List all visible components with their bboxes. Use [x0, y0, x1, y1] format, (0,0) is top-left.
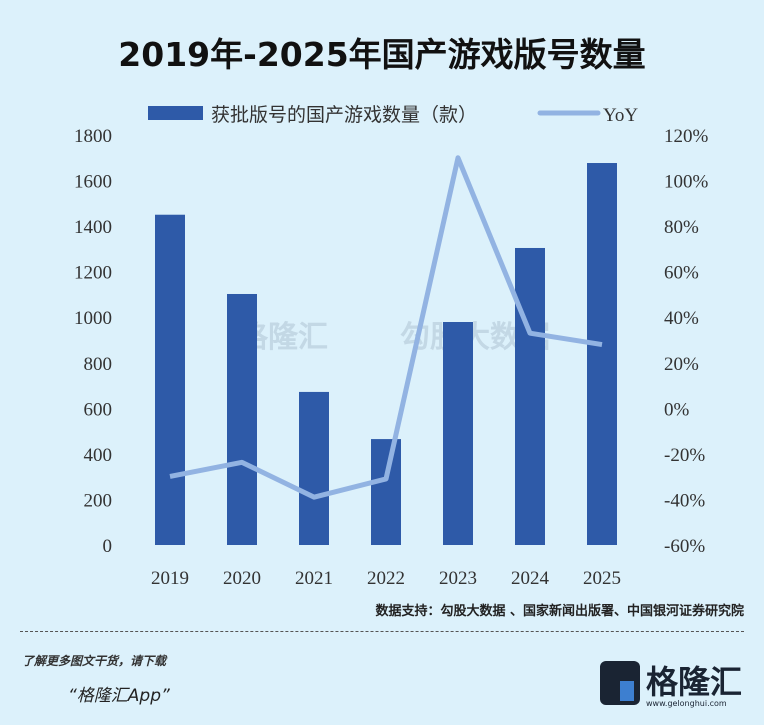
bar-2019: [155, 214, 185, 545]
y-right-tick-label: 0%: [664, 399, 690, 420]
y-right-tick-label: -60%: [664, 536, 705, 557]
legend-bar-label: 获批版号的国产游戏数量（款）: [211, 104, 477, 126]
y-left-tick-label: 1200: [74, 263, 112, 284]
y-right-tick-label: -40%: [664, 490, 705, 511]
bar-2025: [587, 163, 617, 545]
bar-2024: [515, 247, 545, 545]
y-left-tick-label: 0: [103, 536, 113, 557]
chart: 0 200 400 600 800 1000 1200 1400 1600 1800 -60% -40…: [74, 104, 709, 589]
y-left-tick-label: 1400: [74, 217, 112, 238]
y-left-tick-label: 400: [84, 445, 113, 466]
y-right-tick-label: -20%: [664, 445, 705, 466]
bar-2023: [443, 322, 473, 545]
bar-2021: [299, 391, 329, 545]
divider: [20, 631, 744, 632]
logo-g-accent: [620, 681, 634, 701]
chart-title: 2019年-2025年国产游戏版号数量: [118, 35, 646, 74]
x-tick-label: 2020: [223, 568, 261, 589]
legend-line-label: YoY: [603, 105, 638, 126]
y-right-tick-label: 60%: [664, 263, 699, 284]
y-left-tick-label: 600: [84, 399, 113, 420]
y-left-tick-label: 1600: [74, 172, 112, 193]
data-source: 数据支持：勾股大数据 、国家新闻出版署、中国银河证券研究院: [375, 604, 744, 619]
logo-text: 格隆汇: [646, 663, 743, 701]
y-right-tick-label: 100%: [664, 172, 709, 193]
y-left-tick-label: 800: [84, 354, 113, 375]
promo-app-name: “格隆汇App”: [68, 686, 170, 706]
bar-2022: [371, 439, 401, 545]
y-left-tick-label: 1000: [74, 308, 112, 329]
y-right-tick-label: 120%: [664, 126, 709, 147]
logo-url: www.gelonghui.com: [646, 699, 727, 708]
x-tick-label: 2021: [295, 568, 333, 589]
x-tick-label: 2023: [439, 568, 477, 589]
x-tick-label: 2019: [151, 568, 189, 589]
y-left-tick-label: 1800: [74, 126, 112, 147]
bar-2020: [227, 293, 257, 545]
y-left-tick-label: 200: [84, 490, 113, 511]
x-tick-label: 2025: [583, 568, 621, 589]
gelonghui-logo: 格隆汇 www.gelonghui.com: [600, 657, 745, 713]
y-right-tick-label: 20%: [664, 354, 699, 375]
y-right-tick-label: 40%: [664, 308, 699, 329]
x-tick-label: 2022: [367, 568, 405, 589]
promo-text: 了解更多图文干货，请下载: [22, 654, 167, 668]
legend-bar-swatch: [148, 106, 203, 120]
y-right-tick-label: 80%: [664, 217, 699, 238]
x-tick-label: 2024: [511, 568, 550, 589]
